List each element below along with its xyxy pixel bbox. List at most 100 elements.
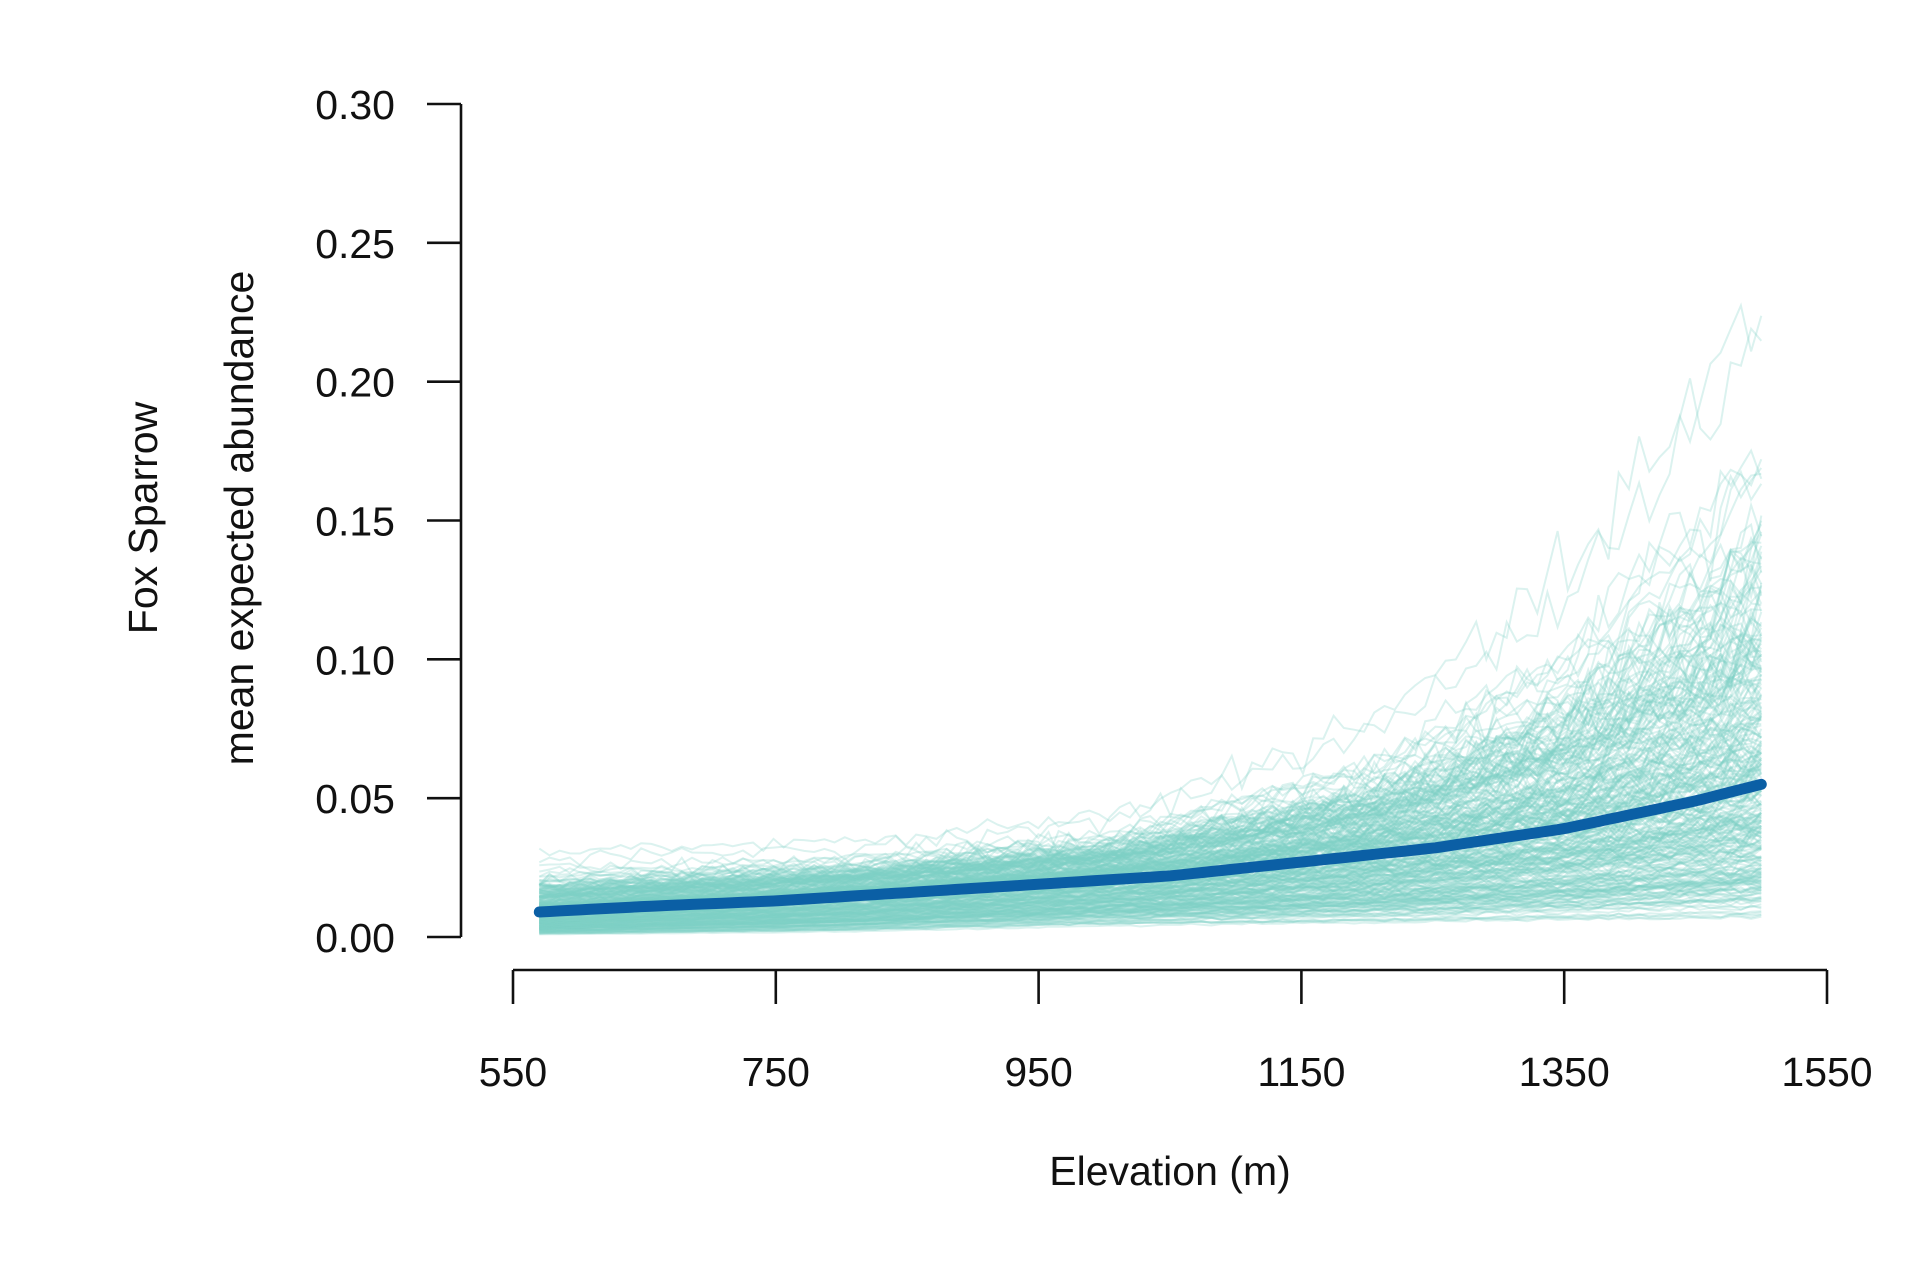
- posterior-draw-line: [539, 531, 1763, 891]
- posterior-draw-line: [539, 904, 1762, 933]
- posterior-draw-line: [539, 878, 1762, 932]
- posterior-draw-line: [539, 515, 1763, 889]
- posterior-draw-line: [539, 854, 1762, 931]
- posterior-draw-line: [539, 636, 1763, 893]
- posterior-draw-line: [539, 722, 1762, 906]
- posterior-draw-line: [539, 781, 1762, 921]
- posterior-draw-line: [539, 740, 1763, 904]
- posterior-draw-line: [539, 533, 1763, 908]
- posterior-draw-line: [538, 663, 1762, 894]
- posterior-draw-line: [539, 725, 1762, 895]
- posterior-draw-line: [539, 581, 1763, 898]
- posterior-draw-line: [539, 650, 1763, 899]
- posterior-draw-line: [539, 826, 1762, 926]
- posterior-draw-line: [539, 792, 1762, 922]
- posterior-draw-line: [539, 701, 1763, 907]
- posterior-draw-line: [539, 882, 1762, 933]
- posterior-draw-line: [539, 858, 1762, 929]
- posterior-draw-line: [539, 631, 1762, 894]
- posterior-draw-line: [539, 821, 1762, 923]
- posterior-draw-line: [539, 712, 1763, 899]
- posterior-draw-line: [539, 867, 1762, 924]
- posterior-draw-line: [539, 660, 1762, 897]
- x-axis-title: Elevation (m): [1049, 1148, 1291, 1194]
- posterior-draw-line: [539, 838, 1762, 928]
- posterior-draw-line: [539, 877, 1762, 929]
- posterior-draw-line: [539, 803, 1762, 923]
- posterior-draw-line: [539, 727, 1762, 907]
- posterior-draw-line: [539, 871, 1762, 927]
- posterior-draw-line: [539, 695, 1763, 900]
- posterior-draw-line: [539, 811, 1762, 923]
- posterior-draw-line: [539, 877, 1762, 929]
- mean-line-group: [533, 778, 1767, 918]
- x-tick-label: 1350: [1519, 1049, 1610, 1095]
- posterior-draw-line: [539, 608, 1762, 898]
- posterior-draw-line: [539, 556, 1763, 894]
- posterior-draw-line: [539, 638, 1762, 910]
- posterior-draw-line: [539, 632, 1762, 903]
- posterior-draw-line: [539, 727, 1762, 907]
- posterior-draw-line: [539, 874, 1762, 929]
- posterior-draw-line: [539, 668, 1763, 895]
- posterior-draw-line: [539, 856, 1762, 922]
- posterior-draw-line: [539, 896, 1762, 935]
- posterior-draw-line: [539, 828, 1762, 922]
- x-tick-label: 950: [1004, 1049, 1072, 1095]
- posterior-draw-line: [538, 639, 1763, 896]
- posterior-draw-line: [538, 693, 1762, 903]
- posterior-draw-line: [539, 826, 1762, 920]
- posterior-draw-line: [539, 767, 1762, 906]
- posterior-draw-line: [539, 881, 1762, 930]
- y-axis: 0.00 0.05 0.10 0.15 0.20 0.25 0.30: [315, 82, 463, 961]
- posterior-draw-line: [539, 875, 1762, 930]
- posterior-draw-line: [539, 627, 1763, 899]
- mean-line: [533, 778, 1767, 918]
- posterior-draw-line: [539, 847, 1762, 926]
- posterior-draw-line: [539, 812, 1763, 924]
- posterior-draw-line: [539, 818, 1762, 924]
- posterior-draw-line: [539, 718, 1762, 905]
- posterior-draw-line: [539, 589, 1763, 900]
- posterior-draw-line: [539, 839, 1762, 925]
- y-tick-label: 0.20: [315, 360, 395, 406]
- posterior-draw-line: [539, 736, 1762, 911]
- posterior-draw-line: [539, 903, 1762, 932]
- posterior-draw-line: [539, 911, 1762, 935]
- posterior-draw-line: [539, 878, 1762, 930]
- posterior-draw-line: [539, 694, 1763, 901]
- posterior-draw-line: [538, 302, 1763, 857]
- posterior-draw-line: [538, 326, 1763, 867]
- posterior-draw-line: [539, 913, 1762, 936]
- posterior-draw-line: [539, 873, 1762, 931]
- posterior-draw-line: [539, 896, 1762, 932]
- posterior-draw-line: [539, 472, 1762, 874]
- y-axis-title-measure: mean expected abundance: [216, 271, 262, 766]
- posterior-draw-line: [539, 880, 1762, 924]
- posterior-draw-line: [539, 501, 1763, 871]
- posterior-draw-line: [539, 679, 1762, 904]
- posterior-draw-line: [539, 762, 1763, 909]
- posterior-draw-line: [539, 856, 1762, 927]
- posterior-draw-line: [539, 839, 1762, 930]
- posterior-draw-line: [539, 853, 1762, 929]
- posterior-draw-line: [539, 869, 1762, 927]
- posterior-draw-line: [538, 653, 1763, 891]
- posterior-draw-line: [539, 829, 1762, 926]
- posterior-draw-line: [539, 827, 1762, 926]
- posterior-draw-line: [539, 582, 1763, 900]
- posterior-draw-line: [539, 698, 1763, 901]
- posterior-draw-line: [538, 716, 1762, 906]
- posterior-draw-line: [538, 842, 1762, 922]
- posterior-draw-line: [539, 847, 1762, 926]
- posterior-draw-line: [539, 891, 1762, 935]
- posterior-draw-line: [539, 888, 1762, 934]
- posterior-draw-line: [539, 879, 1762, 930]
- y-tick-label: 0.30: [315, 82, 395, 128]
- posterior-draw-line: [538, 469, 1763, 878]
- y-tick-label: 0.00: [315, 915, 395, 961]
- posterior-draw-line: [539, 631, 1763, 891]
- posterior-draw-line: [538, 563, 1763, 891]
- posterior-draw-line: [539, 830, 1762, 925]
